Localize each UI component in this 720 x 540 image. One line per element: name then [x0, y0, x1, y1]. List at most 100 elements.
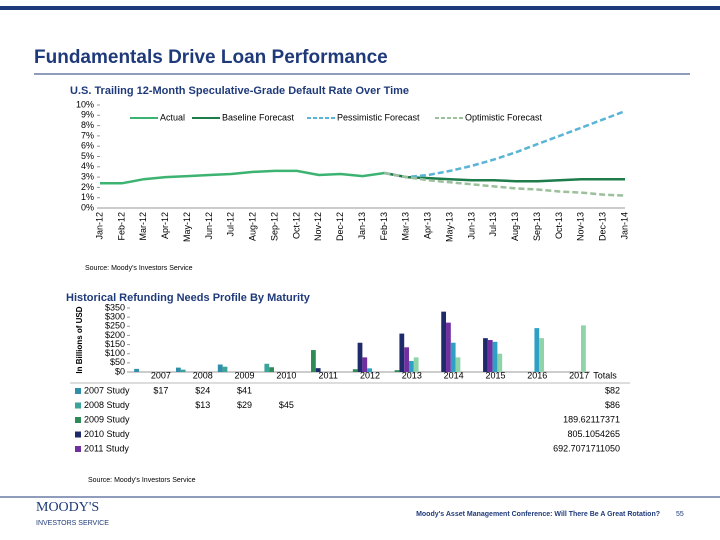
- series-line: [384, 110, 626, 179]
- table-value: $41: [237, 385, 252, 395]
- top-bar: [0, 6, 720, 10]
- x-tick-label: May-12: [182, 212, 192, 242]
- table-value: $45: [279, 400, 294, 410]
- chart1-source: Source: Moody's Investors Service: [85, 265, 193, 272]
- bar: [487, 340, 493, 372]
- bar: [441, 311, 447, 372]
- column-label: Totals: [593, 370, 617, 380]
- y-tick-label: 1%: [81, 192, 94, 202]
- bar: [180, 369, 186, 372]
- x-tick-label: Jul-12: [226, 212, 236, 237]
- y-tick-label: 4%: [81, 161, 94, 171]
- row-label: 2007 Study: [84, 385, 130, 395]
- series-line: [384, 171, 626, 197]
- x-tick-label: Feb-13: [379, 212, 389, 241]
- table-value: $17: [153, 385, 168, 395]
- y-tick-label: 10%: [76, 99, 94, 109]
- bar: [455, 357, 461, 372]
- bar: [497, 353, 503, 372]
- table-value: $13: [195, 400, 210, 410]
- y-tick-label: 9%: [81, 110, 94, 120]
- bar: [483, 338, 488, 372]
- y-tick-label: 0%: [81, 202, 94, 212]
- legend-swatch: [75, 388, 81, 394]
- bar: [134, 368, 139, 372]
- legend-label: Actual: [160, 112, 185, 122]
- x-tick-label: Jan-14: [619, 212, 629, 240]
- column-label: 2010: [276, 370, 296, 380]
- table-total: $82: [605, 385, 620, 395]
- column-label: 2007: [151, 370, 171, 380]
- y-tick-label: $0: [115, 366, 125, 376]
- column-label: 2015: [485, 370, 505, 380]
- series-line: [384, 171, 625, 183]
- legend-label: Optimistic Forecast: [465, 112, 543, 122]
- x-tick-label: Jun-13: [466, 212, 476, 240]
- bar: [581, 325, 586, 372]
- column-label: 2014: [444, 370, 464, 380]
- bar: [176, 367, 181, 372]
- x-tick-label: May-13: [444, 212, 454, 242]
- legend-swatch: [75, 446, 81, 452]
- table-total: 805.1054265: [567, 429, 620, 439]
- legend-swatch: [75, 402, 81, 409]
- y-tick-label: 5%: [81, 151, 94, 161]
- y-tick-label: $250: [105, 321, 125, 331]
- x-tick-label: Sep-12: [269, 212, 279, 241]
- x-tick-label: Apr-13: [423, 212, 433, 239]
- y-tick-label: 6%: [81, 141, 94, 151]
- x-tick-label: Mar-13: [401, 212, 411, 241]
- y-tick-label: $300: [105, 312, 125, 322]
- x-tick-label: Nov-13: [576, 212, 586, 241]
- x-tick-label: Apr-12: [160, 212, 170, 239]
- bar: [399, 333, 405, 372]
- y-axis-label: In Billions of USD: [75, 306, 84, 373]
- chart2-title: Historical Refunding Needs Profile By Ma…: [66, 292, 311, 304]
- legend-swatch: [75, 417, 81, 423]
- row-label: 2008 Study: [84, 400, 130, 410]
- bar: [352, 369, 358, 372]
- series-line: [100, 169, 385, 185]
- logo-name: MOODY'S: [36, 500, 99, 515]
- footer-text: Moody's Asset Management Conference: Wil…: [416, 511, 660, 518]
- column-label: 2013: [402, 370, 422, 380]
- bar: [534, 328, 540, 372]
- x-tick-label: Feb-12: [116, 212, 126, 241]
- x-tick-label: Nov-12: [313, 212, 323, 241]
- column-label: 2016: [527, 370, 547, 380]
- bar: [450, 342, 456, 372]
- bar: [539, 338, 544, 372]
- bar: [408, 361, 414, 372]
- x-tick-label: Jun-12: [204, 212, 214, 240]
- bar: [446, 322, 451, 372]
- x-tick-label: Mar-12: [138, 212, 148, 241]
- bar: [492, 341, 498, 372]
- bar: [367, 368, 372, 372]
- bar: [315, 368, 321, 372]
- x-tick-label: Jul-13: [488, 212, 498, 237]
- bar: [357, 342, 363, 372]
- bar: [264, 363, 270, 372]
- y-tick-label: $350: [105, 302, 125, 312]
- bar: [311, 350, 316, 372]
- bar: [269, 367, 274, 372]
- logo-subtitle: INVESTORS SERVICE: [36, 520, 109, 527]
- bar: [362, 357, 368, 372]
- y-tick-label: $200: [105, 330, 125, 340]
- column-label: 2009: [235, 370, 255, 380]
- table-total: 189.62117371: [563, 414, 620, 424]
- column-label: 2017: [569, 370, 589, 380]
- table-total: 692.7071711050: [553, 443, 620, 453]
- table-value: $24: [195, 385, 210, 395]
- bar: [222, 366, 228, 372]
- legend-swatch: [75, 431, 81, 438]
- legend-label: Baseline Forecast: [222, 112, 295, 122]
- y-tick-label: $50: [110, 357, 125, 367]
- x-tick-label: Oct-13: [554, 212, 564, 239]
- y-tick-label: 7%: [81, 130, 94, 140]
- y-tick-label: $150: [105, 339, 125, 349]
- y-tick-label: 3%: [81, 171, 94, 181]
- x-tick-label: Sep-13: [532, 212, 542, 241]
- slide-title: Fundamentals Drive Loan Performance: [34, 47, 388, 68]
- chart2-source: Source: Moody's Investors Service: [88, 477, 196, 484]
